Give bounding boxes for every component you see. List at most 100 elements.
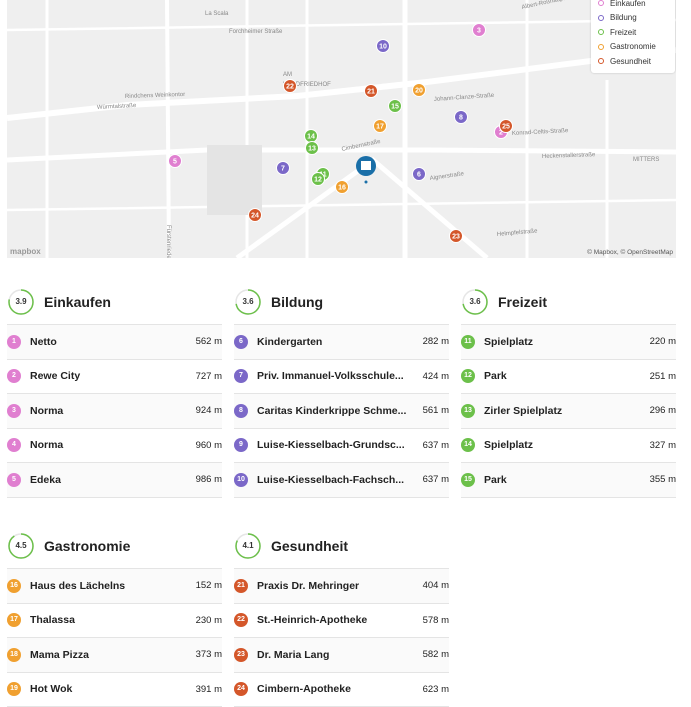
map-marker[interactable]: 21	[365, 85, 378, 98]
map-marker[interactable]: 15	[389, 100, 402, 113]
section-title: Gesundheit	[271, 538, 348, 554]
poi-distance: 251 m	[650, 371, 676, 382]
map-marker[interactable]: 8	[455, 111, 468, 124]
marker-label: 24	[251, 212, 259, 219]
poi-name: Norma	[30, 405, 188, 417]
legend-swatch	[598, 0, 604, 6]
map-marker[interactable]: 3	[473, 24, 486, 37]
poi-name: Park	[484, 370, 642, 382]
map-label: Rindchens Weinkontor	[125, 92, 185, 100]
marker-label: 12	[314, 176, 322, 183]
map-marker[interactable]: 22	[284, 80, 297, 93]
score-value: 3.9	[7, 288, 35, 316]
map-marker[interactable]: 12	[312, 173, 325, 186]
marker-label: 23	[452, 233, 460, 240]
poi-distance: 230 m	[196, 615, 222, 626]
score-badge: 3.6	[461, 288, 489, 316]
poi-name: Zirler Spielplatz	[484, 405, 642, 417]
map-label: Aignerstraße	[429, 171, 465, 182]
score-badge: 3.9	[7, 288, 35, 316]
poi-number: 14	[461, 438, 475, 452]
map-marker[interactable]: 10	[377, 40, 390, 53]
poi-row[interactable]: 12 Park 251 m	[461, 360, 676, 395]
poi-number: 6	[234, 335, 248, 349]
map-marker[interactable]: 14	[305, 130, 318, 143]
map-marker[interactable]: 6	[413, 168, 426, 181]
map-marker[interactable]: 25	[500, 120, 513, 133]
map-marker[interactable]: 17	[374, 120, 387, 133]
poi-distance: 404 m	[423, 580, 449, 591]
poi-number: 22	[234, 613, 248, 627]
map-marker[interactable]: 24	[249, 209, 262, 222]
score-value: 3.6	[461, 288, 489, 316]
poi-number: 23	[234, 648, 248, 662]
map-label: Albert-Roßhaupter-Straße	[521, 0, 591, 11]
map-marker[interactable]: 20	[413, 84, 426, 97]
marker-label: 15	[391, 103, 399, 110]
poi-number: 3	[7, 404, 21, 418]
map-marker[interactable]: 5	[169, 155, 182, 168]
poi-name: Norma	[30, 439, 188, 451]
streets	[7, 0, 676, 258]
map-marker[interactable]: 16	[336, 181, 349, 194]
marker-label: 6	[417, 171, 421, 178]
map-marker[interactable]: 7	[277, 162, 290, 175]
poi-distance: 562 m	[196, 336, 222, 347]
block	[207, 145, 262, 215]
legend-swatch	[598, 29, 604, 35]
poi-distance: 637 m	[423, 440, 449, 451]
map-marker[interactable]: 23	[450, 230, 463, 243]
map-marker[interactable]: 13	[306, 142, 319, 155]
poi-number: 17	[7, 613, 21, 627]
score-badge: 3.6	[234, 288, 262, 316]
poi-name: Luise-Kiesselbach-Grundsc...	[257, 439, 415, 451]
poi-distance: 727 m	[196, 371, 222, 382]
marker-label: 3	[477, 27, 481, 34]
poi-distance: 391 m	[196, 684, 222, 695]
legend-label: Gastronomie	[610, 42, 656, 51]
poi-name: Netto	[30, 336, 188, 348]
poi-name: Spielplatz	[484, 336, 642, 348]
poi-distance: 637 m	[423, 474, 449, 485]
map-attribution: © Mapbox, © OpenStreetMap	[587, 249, 673, 256]
poi-number: 12	[461, 369, 475, 383]
map-label: AM	[283, 72, 292, 78]
map-label: Konrad-Celtis-Straße	[512, 128, 569, 137]
poi-distance: 960 m	[196, 440, 222, 451]
center-marker	[356, 156, 376, 184]
poi-distance: 220 m	[650, 336, 676, 347]
legend-swatch	[598, 44, 604, 50]
poi-name: Hot Wok	[30, 683, 188, 695]
poi-number: 10	[234, 473, 248, 487]
